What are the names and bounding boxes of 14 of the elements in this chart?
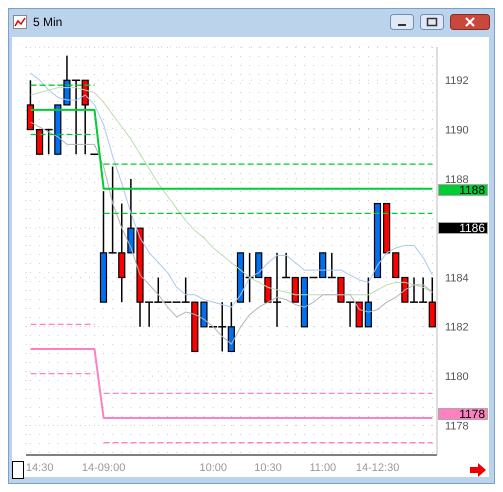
y-tick-label: 1184 [445, 272, 469, 284]
x-tick-label: 11:00 [309, 462, 336, 474]
x-tick-label: 14-12:30 [356, 462, 400, 474]
y-tick-label: 1182 [445, 322, 469, 334]
x-tick-label: 10:00 [199, 462, 227, 474]
y-tick-label: 1190 [445, 124, 469, 136]
x-tick-label: 14-09:00 [82, 462, 126, 474]
x-tick-label: 14:30 [26, 462, 54, 474]
y-tick-label: 1178 [445, 420, 469, 432]
x-tick-label: 10:30 [254, 462, 282, 474]
y-tick-label: 1192 [445, 75, 469, 88]
y-tick-label: 1180 [445, 371, 469, 384]
text: 1186 [438, 221, 488, 236]
chart-title: 5 Min [33, 15, 62, 29]
